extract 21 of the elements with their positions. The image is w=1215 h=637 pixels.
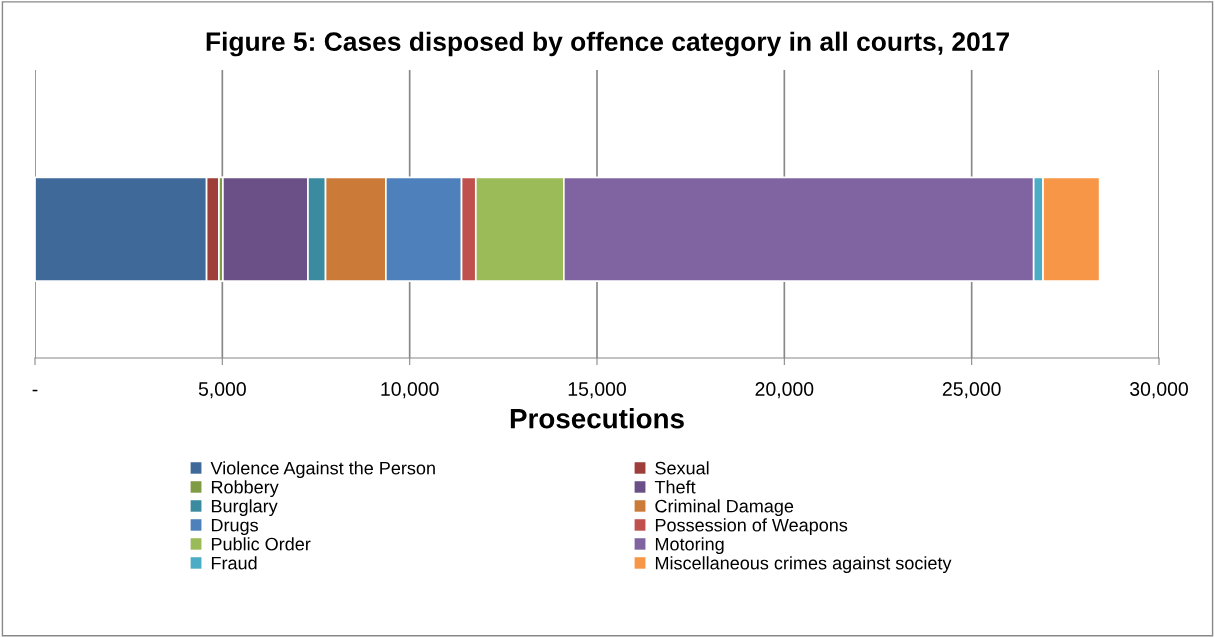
- legend-label: Drugs: [211, 518, 258, 536]
- x-tick-label: 30,000: [1130, 382, 1188, 399]
- legend-label: Possession of Weapons: [655, 518, 848, 536]
- legend-label: Sexual: [655, 461, 709, 475]
- x-tick-label: 15,000: [568, 382, 626, 399]
- x-tick-label: 10,000: [381, 382, 439, 399]
- chart-title: Figure 5: Cases disposed by offence category in all courts, 2017: [206, 31, 1009, 57]
- legend-label: Violence Against the Person: [210, 461, 435, 479]
- legend-label: Burglary: [211, 499, 278, 517]
- x-tick-label: 5,000: [198, 382, 246, 399]
- legend-label: Fraud: [211, 556, 257, 570]
- x-tick-label: 25,000: [942, 382, 1001, 399]
- legend-label: Public Order: [211, 537, 311, 551]
- legend-label: Theft: [654, 480, 696, 494]
- legend-label: Robbery: [211, 480, 279, 498]
- legend-label: Motoring: [655, 537, 724, 555]
- legend-label: Miscellaneous crimes against society: [655, 556, 952, 574]
- x-axis-title: Prosecutions: [510, 408, 684, 429]
- x-tick-label: -: [32, 389, 38, 392]
- legend-label: Criminal Damage: [655, 499, 794, 517]
- x-tick-label: 20,000: [755, 382, 814, 399]
